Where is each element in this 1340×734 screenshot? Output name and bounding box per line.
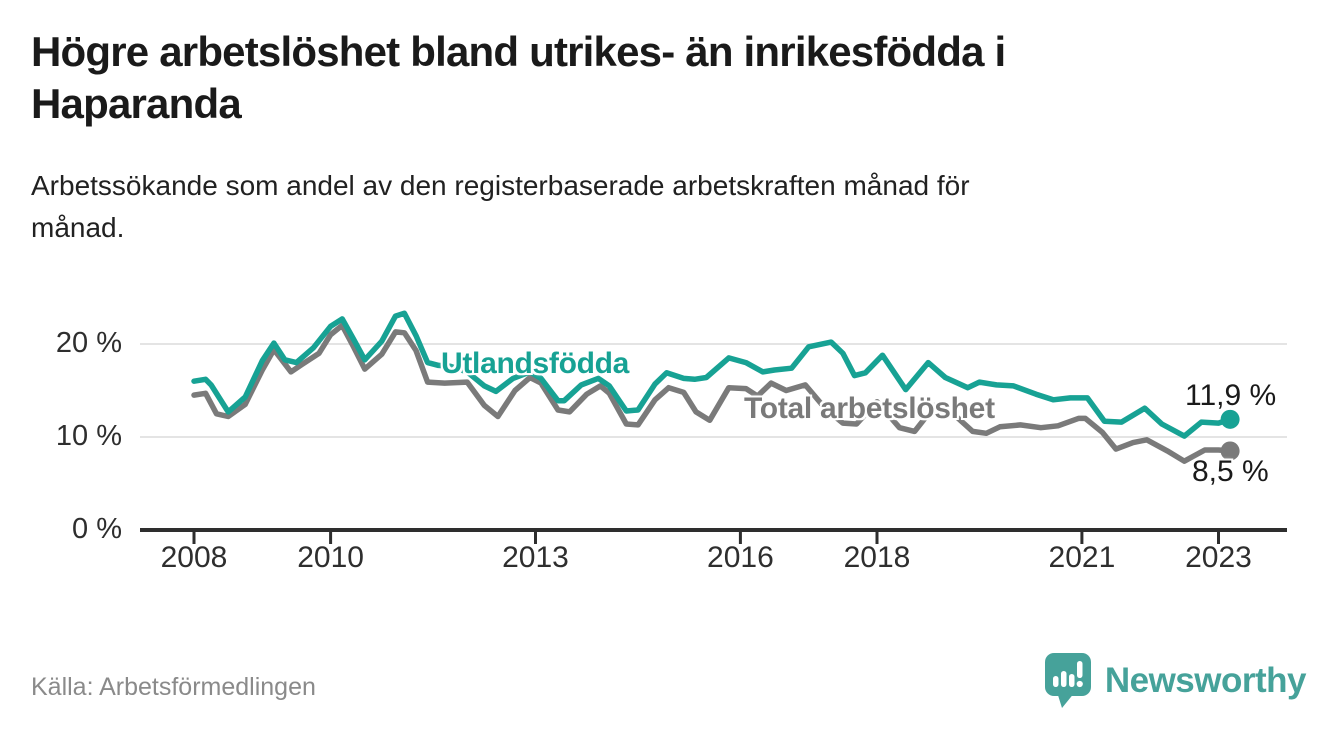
x-tick-label-2021: 2021 [1048,541,1116,574]
page-title-line2: Haparanda [31,79,242,127]
page-title-line1: Högre arbetslöshet bland utrikes- än inr… [31,28,1006,75]
source-caption: Källa: Arbetsförmedlingen [31,673,316,701]
end-value-label-utlandsfodda: 11,9 % [1185,379,1277,412]
x-tick-label-2018: 2018 [843,541,911,574]
newsworthy-logo: Newsworthy [1044,652,1307,709]
series-end-dot [1220,409,1240,429]
chart-subtitle: Arbetssökande som andel av den registerb… [31,165,1321,249]
series-end-dot [1220,441,1240,461]
page-title: Högre arbetslöshet bland utrikes- än inr… [31,26,1321,129]
newsworthy-logo-text: Newsworthy [1104,660,1307,700]
chart-subtitle-line1: Arbetssökande som andel av den registerb… [31,170,970,201]
x-tick-label-2023: 2023 [1185,541,1252,574]
series-label-total-arbetsloshet: Total arbetslöshet [744,392,995,425]
series-label-utlandsfodda: Utlandsfödda [441,347,630,380]
end-value-label-total: 8,5 % [1192,455,1269,488]
newsworthy-logo-icon [1044,653,1091,708]
x-tick-label-2016: 2016 [707,541,774,574]
x-tick-label-2010: 2010 [297,541,364,574]
chart-subtitle-line2: månad. [31,212,125,243]
series-line-total-arbetsl-shet [191,322,1233,464]
x-tick-label-2008: 2008 [160,541,228,574]
series-line-utlandsf-dda [191,310,1233,439]
x-tick-label-2013: 2013 [502,541,569,574]
y-tick-label-20: 20 % [55,327,122,359]
y-tick-label-0: 0 % [72,513,122,545]
y-tick-label-10: 10 % [55,420,122,452]
